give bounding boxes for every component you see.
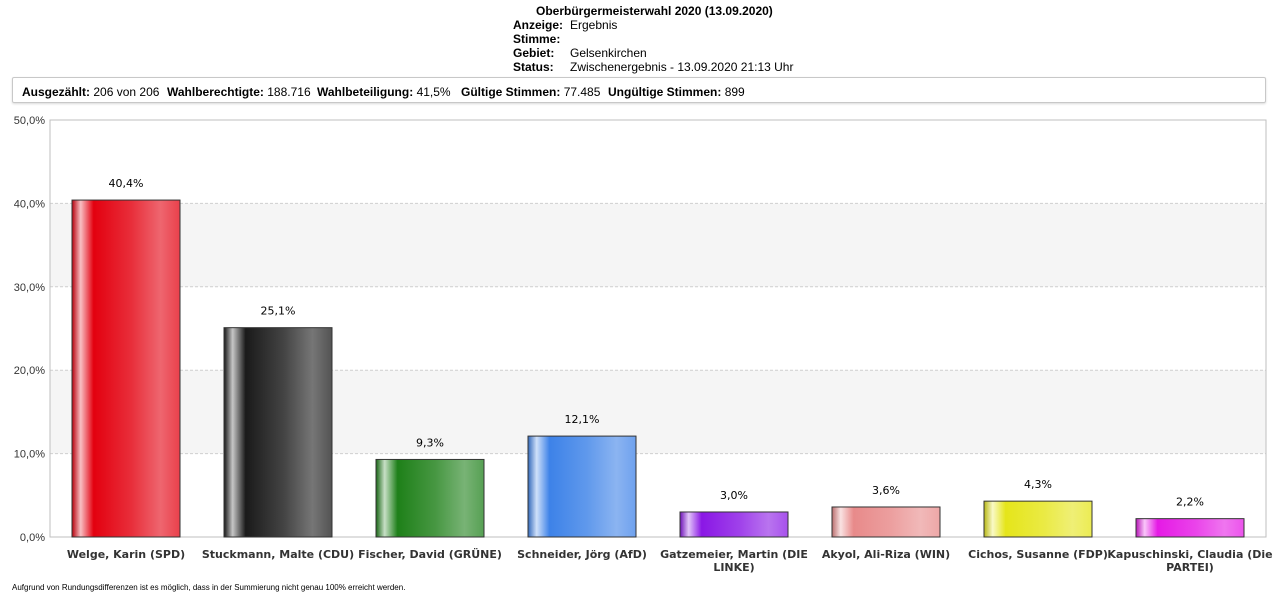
value-label: 4,3% — [1024, 478, 1052, 491]
bar-2 — [223, 327, 333, 538]
info-row-display: Anzeige: Ergebnis — [513, 18, 618, 32]
info-row-vote: Stimme: — [513, 32, 561, 46]
info-row-status: Status: Zwischenergebnis - 13.09.2020 21:… — [513, 60, 794, 74]
value-label: 2,2% — [1176, 496, 1204, 509]
stat-turnout: Wahlbeteiligung: 41,5% — [317, 85, 451, 99]
value-label: 9,3% — [416, 436, 444, 449]
plot-area-border — [49, 119, 1267, 538]
x-category-label: Gatzemeier, Martin (DIE — [660, 548, 808, 561]
x-category-label: Cichos, Susanne (FDP) — [968, 548, 1108, 561]
stats-bar: Ausgezählt: 206 von 206 Wahlberechtigte:… — [12, 77, 1266, 103]
x-category-label: Kapuschinski, Claudia (Die — [1107, 548, 1272, 561]
value-label: 25,1% — [261, 305, 296, 318]
x-category-label: PARTEI) — [1166, 561, 1214, 574]
value-label: 40,4% — [109, 177, 144, 190]
bar-3 — [375, 458, 485, 538]
y-tick-label: 30,0% — [14, 282, 45, 294]
stat-eligible: Wahlberechtigte: 188.716 — [167, 85, 311, 99]
x-category-label: Welge, Karin (SPD) — [67, 548, 185, 561]
x-category-label: Fischer, David (GRÜNE) — [358, 547, 502, 561]
y-tick-label: 0,0% — [20, 532, 45, 544]
x-category-label: LINKE) — [713, 561, 754, 574]
bar-1 — [71, 199, 181, 538]
y-tick-label: 50,0% — [14, 115, 45, 127]
grid-band — [50, 203, 1266, 287]
bar-7 — [983, 500, 1093, 538]
bar-5 — [679, 511, 789, 538]
stat-valid-votes: Gültige Stimmen: 77.485 — [461, 85, 601, 99]
x-category-label: Stuckmann, Malte (CDU) — [202, 548, 354, 561]
value-label: 3,6% — [872, 484, 900, 497]
value-label: 3,0% — [720, 489, 748, 502]
y-tick-label: 10,0% — [14, 449, 45, 461]
bar-chart: 0,0% 10,0% 20,0% 30,0% 40,0% 50,0% 40,4% Welge,… — [14, 115, 1273, 574]
stat-invalid-votes: Ungültige Stimmen: 899 — [608, 85, 745, 99]
y-tick-label: 40,0% — [14, 198, 45, 210]
bar-8 — [1135, 518, 1245, 538]
y-tick-label: 20,0% — [14, 365, 45, 377]
value-label: 12,1% — [565, 413, 600, 426]
info-row-area: Gebiet: Gelsenkirchen — [513, 46, 647, 60]
stat-counted: Ausgezählt: 206 von 206 — [22, 85, 160, 99]
x-category-label: Akyol, Ali-Riza (WIN) — [822, 548, 950, 561]
rounding-footnote: Aufgrund von Rundungsdifferenzen ist es … — [12, 583, 406, 592]
bar-6 — [831, 506, 941, 538]
bar-4 — [527, 435, 637, 538]
election-title: Oberbürgermeisterwahl 2020 (13.09.2020) — [536, 4, 773, 18]
x-category-label: Schneider, Jörg (AfD) — [517, 548, 647, 561]
